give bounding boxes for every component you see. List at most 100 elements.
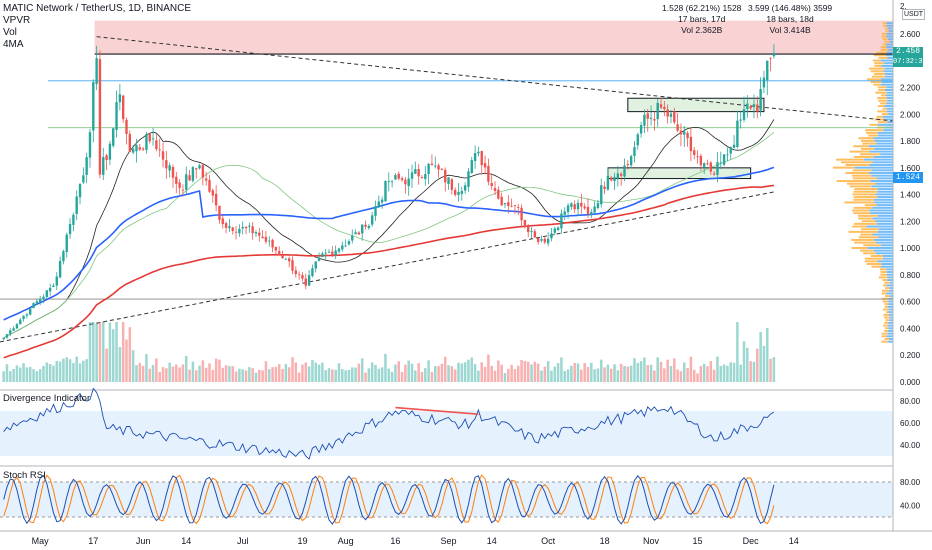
resistance-zone xyxy=(94,20,894,55)
volume-profile-bar-buy xyxy=(886,32,893,35)
candle-body xyxy=(42,296,45,300)
candle-body xyxy=(357,232,361,235)
candle-body xyxy=(102,157,105,175)
time-tick-label: Sep xyxy=(441,536,457,546)
candle-body xyxy=(523,219,527,226)
candle-body xyxy=(198,165,201,169)
volume-profile-bar-sell xyxy=(878,56,888,59)
volume-bar xyxy=(596,368,600,382)
divergence-tick-label: 80.00 xyxy=(900,397,921,406)
candle-body xyxy=(762,77,766,88)
volume-profile-bar-buy xyxy=(886,22,893,25)
time-tick-label: Nov xyxy=(643,536,660,546)
volume-bar xyxy=(463,362,467,382)
volume-bar xyxy=(722,364,726,382)
currency-badge[interactable]: USDT xyxy=(902,9,926,20)
volume-bar xyxy=(686,367,689,382)
volume-bar xyxy=(350,367,354,382)
volume-bar xyxy=(709,361,713,382)
candle-body xyxy=(440,168,444,170)
candle-body xyxy=(304,278,307,286)
candle-body xyxy=(307,275,311,286)
volume-profile-bar-sell xyxy=(864,204,877,207)
candle-body xyxy=(377,201,381,208)
time-tick-label: 14 xyxy=(181,536,191,546)
volume-profile-bar-buy xyxy=(886,110,893,113)
symbol-title[interactable]: MATIC Network / TetherUS, 1D, BINANCE xyxy=(3,3,192,14)
candle-body xyxy=(702,163,706,167)
volume-profile xyxy=(832,22,893,343)
candle-body xyxy=(736,120,739,148)
volume-profile-bar-sell xyxy=(858,214,878,217)
divergence-pane-label[interactable]: Divergence Indicator xyxy=(3,393,91,404)
candle-body xyxy=(22,315,25,320)
volume-bar xyxy=(656,357,659,382)
volume-bar xyxy=(669,366,673,382)
volume-bar xyxy=(500,364,503,382)
main-pane xyxy=(0,20,894,382)
candle-body xyxy=(98,59,102,175)
volume-profile-bar-sell xyxy=(883,324,888,327)
volume-profile-bar-buy xyxy=(877,230,893,233)
volume-profile-bar-buy xyxy=(886,35,893,38)
candle-body xyxy=(58,261,62,278)
volume-bar xyxy=(433,366,437,382)
volume-profile-bar-sell xyxy=(882,107,887,110)
volume-bar xyxy=(287,367,291,382)
volume-bar xyxy=(274,366,278,382)
volume-profile-bar-sell xyxy=(878,276,888,279)
volume-profile-bar-buy xyxy=(863,158,893,161)
candle-body xyxy=(679,130,683,135)
volume-profile-bar-buy xyxy=(887,27,893,30)
volume-profile-bar-sell xyxy=(852,177,877,180)
volume-profile-bar-buy xyxy=(872,233,893,236)
price-tick-label: 1.600 xyxy=(900,164,921,173)
volume-profile-bar-sell xyxy=(881,113,889,116)
volume-profile-bar-buy xyxy=(875,193,893,196)
indicator-4ma[interactable]: 4MA xyxy=(3,39,24,50)
candle-body xyxy=(274,246,278,251)
candle-body xyxy=(195,168,198,170)
volume-profile-bar-sell xyxy=(878,89,886,92)
candle-body xyxy=(191,167,195,181)
candle-body xyxy=(686,132,689,139)
candle-body xyxy=(560,213,563,229)
volume-bar xyxy=(251,368,254,382)
time-axis[interactable]: May 17 Jun 14 Jul 19 Aug 16 Sep 14 Oct 18 Nov 15 Dec 14 xyxy=(32,536,799,546)
volume-profile-bar-buy xyxy=(887,332,893,335)
candle-body xyxy=(610,177,613,181)
price-tick-label: 1.200 xyxy=(900,217,921,226)
price-tick-label: 2.200 xyxy=(900,84,921,93)
price-axis[interactable]: 2.6002.4002.2002.0001.8001.6001.4001.200… xyxy=(900,2,921,510)
volume-bar xyxy=(590,362,593,382)
candle-body xyxy=(576,202,580,210)
volume-profile-bar-sell xyxy=(883,284,887,287)
candle-body xyxy=(204,178,208,181)
time-tick-label: 14 xyxy=(789,536,799,546)
volume-profile-bar-sell xyxy=(880,46,887,49)
volume-profile-bar-buy xyxy=(888,48,893,51)
candle-body xyxy=(689,136,693,152)
stoch-pane-label[interactable]: Stoch RSI xyxy=(3,470,46,481)
volume-profile-bar-buy xyxy=(870,180,893,183)
indicator-vpvr[interactable]: VPVR xyxy=(3,15,31,26)
volume-profile-bar-buy xyxy=(885,89,893,92)
candle-body xyxy=(55,276,58,286)
volume-profile-bar-buy xyxy=(877,123,893,126)
volume-profile-bar-sell xyxy=(884,316,890,319)
volume-profile-bar-sell xyxy=(874,62,885,65)
volume-profile-bar-buy xyxy=(877,131,893,134)
candle-body xyxy=(463,185,467,191)
volume-bar xyxy=(304,362,308,382)
ma-200-line xyxy=(3,184,774,359)
volume-profile-bar-sell xyxy=(884,337,890,340)
volume-bar xyxy=(653,370,656,382)
volume-profile-bar-buy xyxy=(885,94,893,97)
candle-body xyxy=(696,156,699,158)
volume-profile-bar-buy xyxy=(876,177,893,180)
volume-profile-bar-buy xyxy=(887,305,893,308)
volume-bar xyxy=(749,361,752,382)
indicator-vol[interactable]: Vol xyxy=(3,27,17,38)
candle-body xyxy=(9,330,12,334)
